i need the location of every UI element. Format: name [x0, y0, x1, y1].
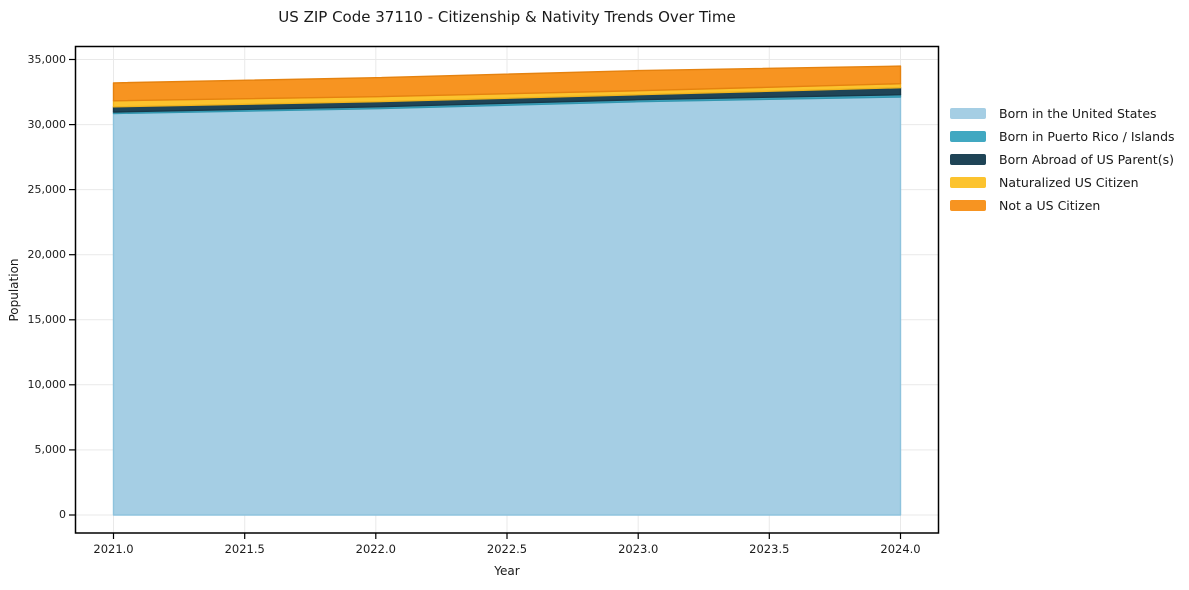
legend-swatch-naturalized-us-citizen — [950, 177, 986, 188]
tick-marks — [69, 58, 902, 539]
x-axis-label: Year — [494, 564, 520, 578]
legend-swatch-born-in-puerto-rico-islands — [950, 131, 986, 142]
y-tick-label: 10,000 — [27, 377, 67, 391]
x-tick-label: 2022.0 — [355, 542, 396, 556]
area-not-a-us-citizen — [112, 65, 902, 102]
legend-label: Naturalized US Citizen — [999, 175, 1139, 190]
legend-label: Not a US Citizen — [999, 198, 1101, 213]
legend-swatch-not-a-us-citizen — [950, 200, 986, 211]
x-tick-label: 2023.0 — [618, 542, 659, 556]
legend-item-born-abroad-of-us-parents: Born Abroad of US Parent(s) — [950, 152, 1175, 167]
y-tick-label: 25,000 — [27, 182, 67, 196]
x-tick-label: 2021.5 — [224, 542, 265, 556]
chart-title: US ZIP Code 37110 - Citizenship & Nativi… — [278, 8, 736, 26]
legend-label: Born in the United States — [999, 106, 1157, 121]
legend-item-born-in-the-united-states: Born in the United States — [950, 106, 1175, 121]
y-tick-label: 35,000 — [27, 52, 67, 66]
y-tick-label: 0 — [59, 507, 66, 521]
y-tick-label: 15,000 — [27, 312, 67, 326]
x-tick-label: 2023.5 — [749, 542, 790, 556]
y-tick-label: 30,000 — [27, 117, 67, 131]
area-series — [112, 65, 902, 516]
x-tick-label: 2024.0 — [880, 542, 921, 556]
legend-item-not-a-us-citizen: Not a US Citizen — [950, 198, 1175, 213]
legend-label: Born Abroad of US Parent(s) — [999, 152, 1174, 167]
x-tick-label: 2022.5 — [486, 542, 528, 556]
x-tick-label: 2021.0 — [93, 542, 134, 556]
legend-swatch-born-in-the-united-states — [950, 108, 986, 119]
y-tick-label: 5,000 — [34, 442, 67, 456]
y-tick-label: 20,000 — [27, 247, 67, 261]
legend-item-born-in-puerto-rico-islands: Born in Puerto Rico / Islands — [950, 129, 1175, 144]
area-born-in-the-united-states — [112, 96, 902, 516]
legend-label: Born in Puerto Rico / Islands — [999, 129, 1175, 144]
legend-item-naturalized-us-citizen: Naturalized US Citizen — [950, 175, 1175, 190]
legend: Born in the United States Born in Puerto… — [950, 106, 1175, 213]
legend-swatch-born-abroad-of-us-parents — [950, 154, 986, 165]
